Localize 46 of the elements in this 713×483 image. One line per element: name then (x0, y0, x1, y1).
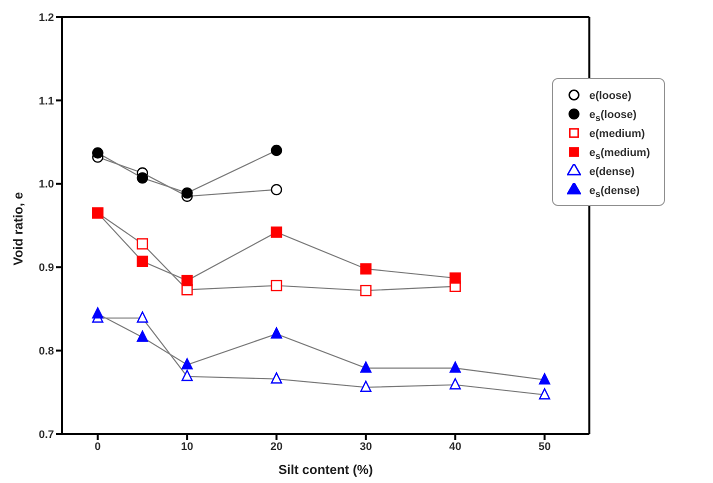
y-tick-label: 1.1 (38, 95, 54, 108)
x-tick-label: 40 (449, 440, 462, 453)
point (181, 370, 193, 382)
y-tick-label: 0.8 (38, 346, 54, 358)
x-tick-label: 10 (180, 440, 194, 453)
point (270, 184, 282, 196)
point (181, 187, 193, 199)
point (450, 361, 461, 373)
point (360, 380, 372, 392)
y-tick-label: 0.7 (38, 428, 54, 441)
point (136, 256, 148, 268)
point (450, 378, 461, 390)
point (92, 147, 104, 159)
point (136, 238, 148, 250)
point (136, 172, 148, 184)
point (181, 358, 193, 370)
point (538, 388, 550, 400)
point (360, 361, 372, 373)
y-tick-label: 1.2 (38, 12, 54, 24)
point (92, 307, 104, 319)
legend-label: e(dense) (589, 166, 635, 178)
legend-label: e$_{s}$(medium) (589, 147, 650, 162)
point (538, 373, 550, 384)
point (270, 144, 282, 156)
x-axis-title: Silt content (%) (278, 462, 373, 477)
legend-label: e$_{s}$(loose) (589, 109, 637, 124)
y-tick-label: 1.0 (38, 178, 54, 191)
x-tick-label: 30 (360, 440, 372, 453)
point (270, 280, 282, 292)
point (136, 330, 148, 342)
legend-label: e(medium) (589, 128, 645, 140)
x-tick-label: 50 (538, 440, 551, 453)
legend-label: e(loose) (589, 90, 632, 102)
point (136, 311, 148, 323)
y-tick-label: 0.9 (38, 262, 54, 274)
y-axis-title: Void ratio, e (10, 192, 26, 266)
point (270, 327, 282, 339)
x-tick-label: 20 (270, 440, 283, 453)
point (181, 274, 193, 286)
point (360, 263, 372, 275)
point (450, 272, 461, 284)
point (270, 226, 282, 238)
legend-label: e$_{s}$(dense) (589, 185, 640, 200)
point (360, 284, 372, 296)
x-tick-label: 0 (94, 440, 101, 453)
point (270, 372, 282, 384)
